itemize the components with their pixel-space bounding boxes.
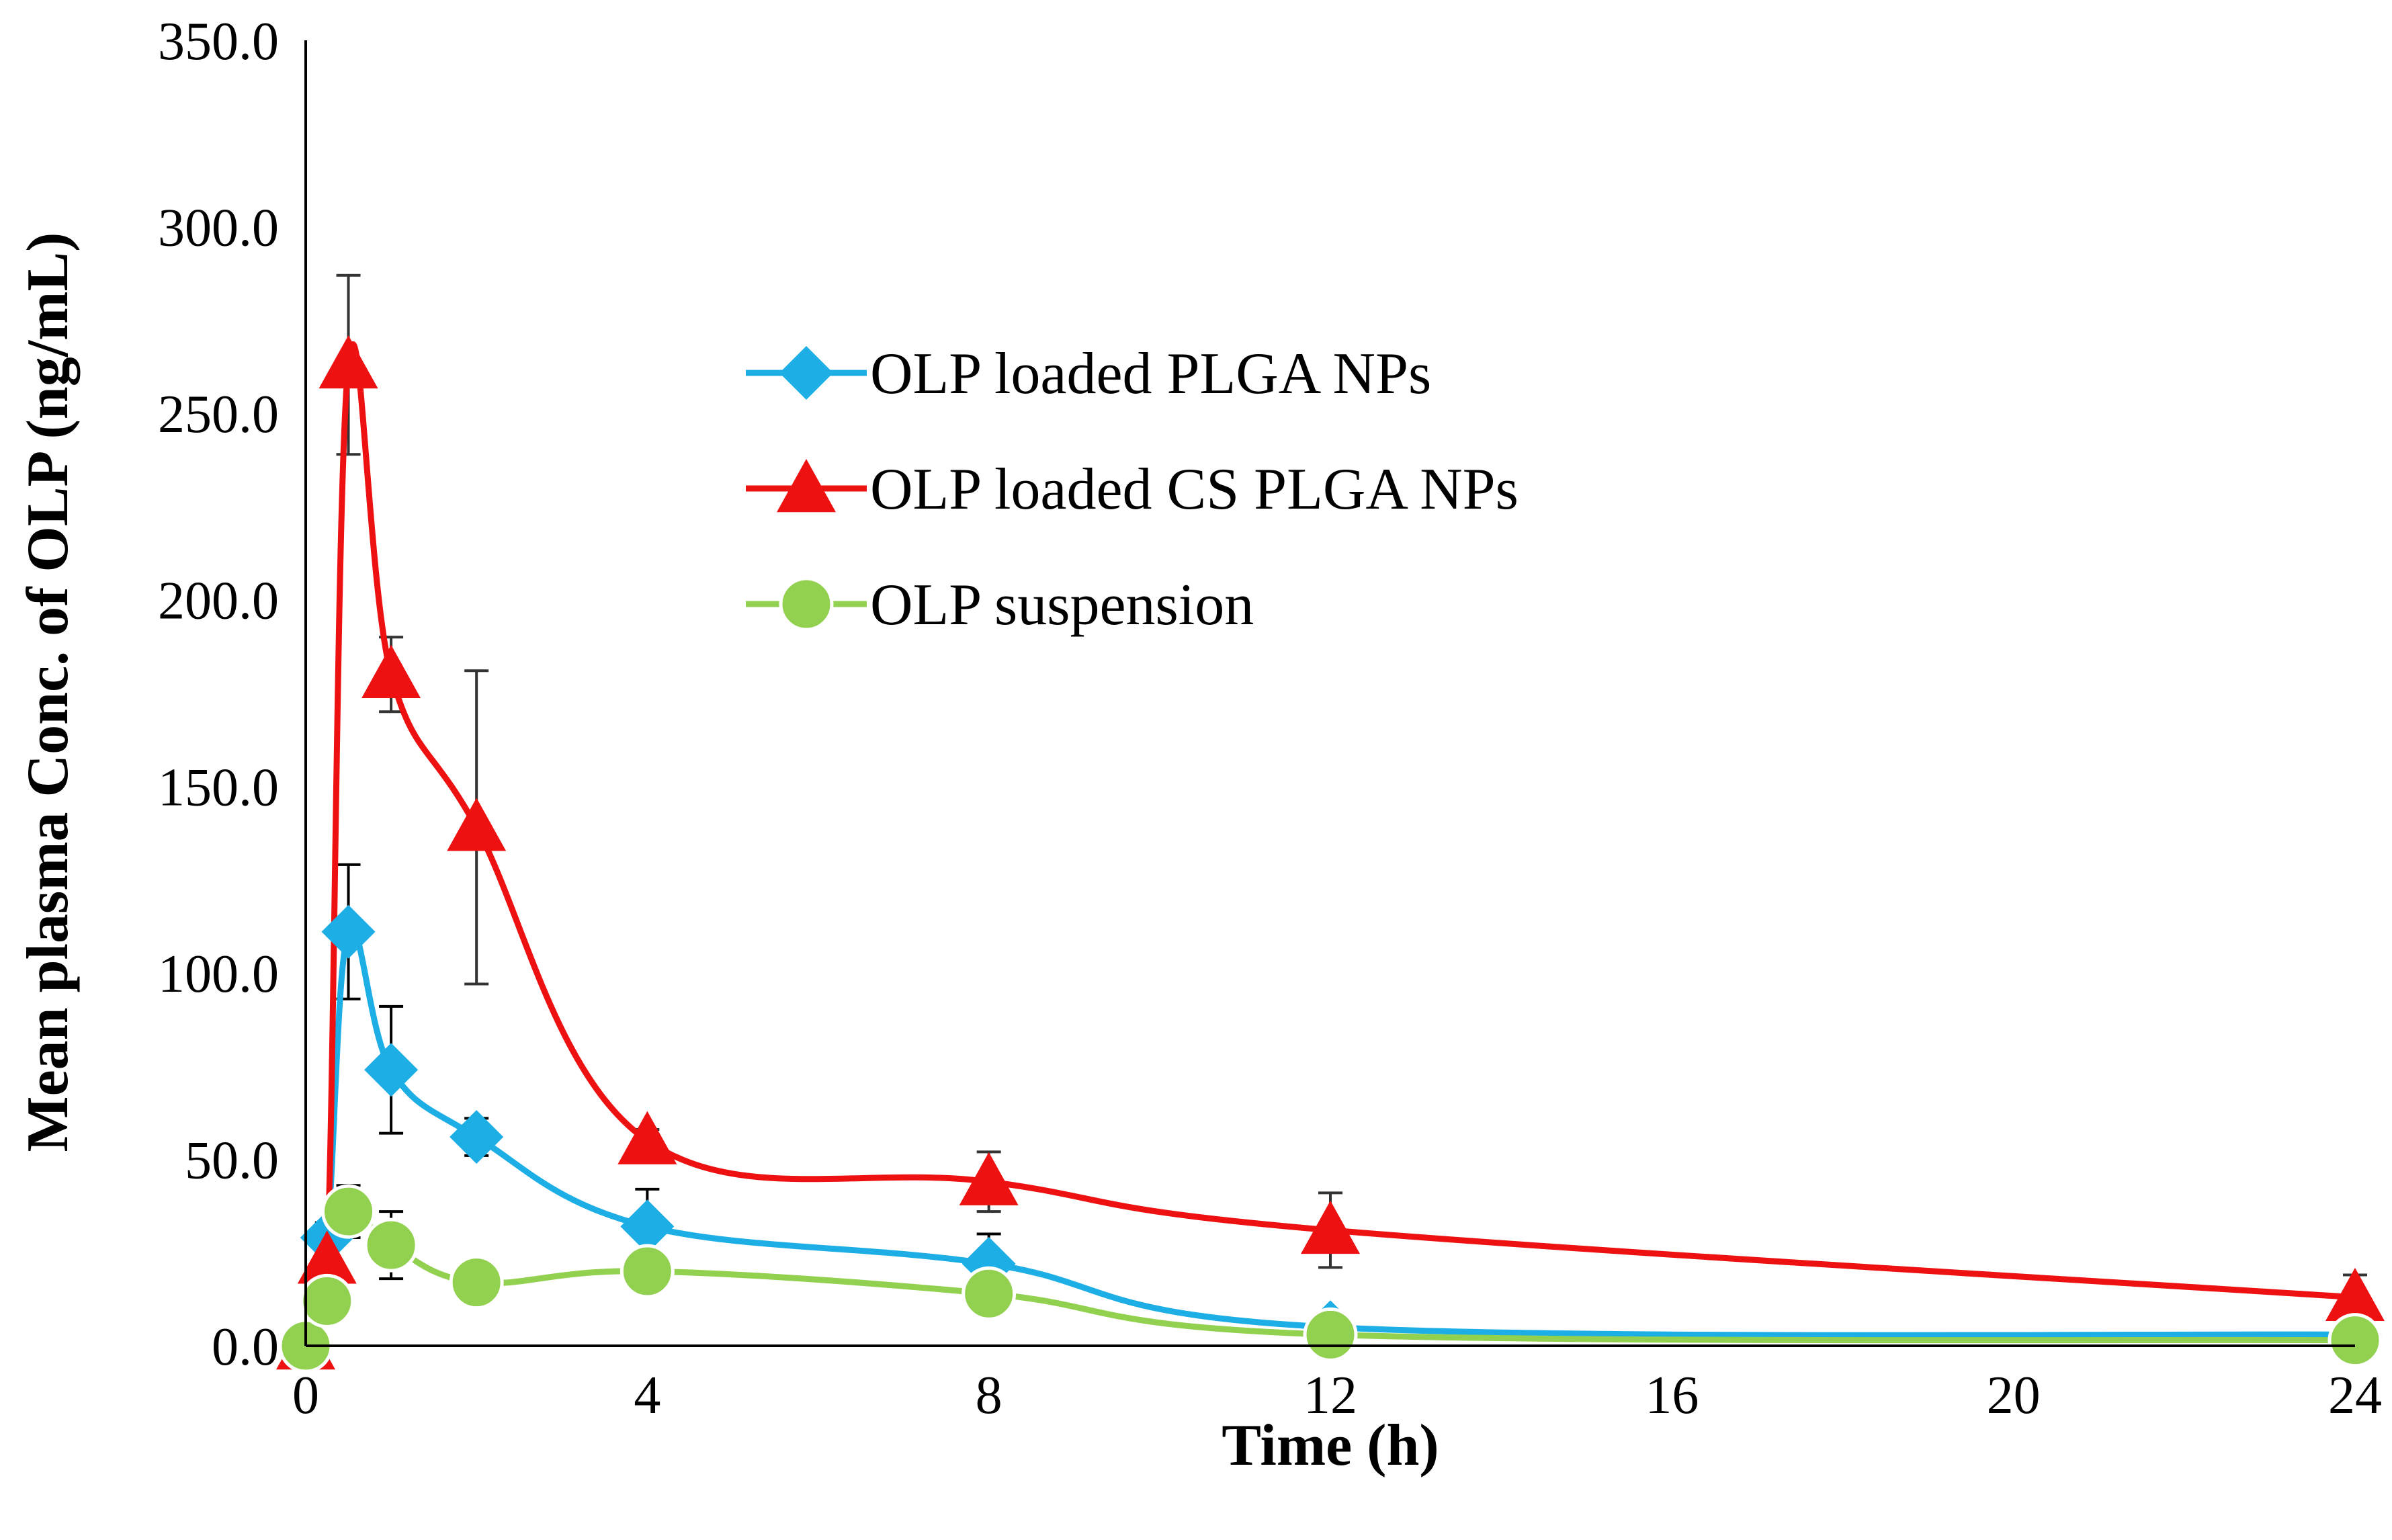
y-tick-labels: 0.0 50.0 100.0 150.0 200.0 250.0 300.0 350.0 [158, 12, 279, 1377]
data-point [620, 1244, 675, 1299]
y-tick-label: 150.0 [158, 758, 279, 817]
data-point [959, 1152, 1019, 1205]
y-tick-label: 50.0 [185, 1131, 279, 1190]
y-tick-label: 0.0 [212, 1318, 279, 1377]
legend-label: OLP loaded CS PLGA NPs [870, 457, 1519, 522]
data-point [1303, 1307, 1358, 1362]
y-axis-title: Mean plasma Conc. of OLP (ng/mL) [15, 232, 81, 1152]
data-point [617, 1111, 677, 1164]
data-point [450, 1110, 504, 1164]
data-point [620, 1199, 675, 1254]
data-point [297, 1230, 357, 1284]
data-point [2325, 1267, 2385, 1322]
legend-item: OLP suspension [746, 572, 1254, 638]
data-point [962, 1266, 1017, 1321]
legend-item: OLP loaded CS PLGA NPs [746, 457, 1519, 522]
data-point [318, 335, 378, 389]
x-axis-title: Time (h) [1222, 1413, 1439, 1478]
data-point [449, 1255, 504, 1310]
x-tick-label: 4 [634, 1366, 660, 1425]
x-tick-label: 20 [1987, 1366, 2041, 1425]
x-tick-label: 24 [2328, 1366, 2382, 1425]
legend-marker [777, 459, 836, 513]
data-point [300, 1273, 355, 1328]
data-point [364, 1217, 419, 1273]
data-point [364, 1043, 419, 1097]
legend: OLP loaded PLGA NPs OLP loaded CS PLGA NP… [746, 341, 1519, 638]
x-tick-label: 12 [1304, 1366, 1357, 1425]
data-point [2327, 1313, 2383, 1368]
y-tick-label: 250.0 [158, 385, 279, 444]
y-tick-label: 300.0 [158, 199, 279, 258]
legend-item: OLP loaded PLGA NPs [746, 341, 1431, 407]
x-tick-label: 8 [976, 1366, 1002, 1425]
legend-marker [779, 346, 833, 400]
x-tick-labels: 0 4 8 12 16 20 24 [292, 1366, 2382, 1425]
series-line-olp-loaded-plga-nps [302, 924, 2356, 1346]
legend-label: OLP loaded PLGA NPs [870, 341, 1431, 407]
data-point [321, 904, 376, 959]
x-tick-label: 0 [292, 1366, 319, 1425]
data-point [321, 1184, 376, 1239]
data-point [447, 798, 507, 851]
y-tick-label: 350.0 [158, 12, 279, 71]
axes [304, 40, 2355, 1347]
legend-label: OLP suspension [870, 572, 1254, 638]
data-point [1301, 1200, 1360, 1254]
legend-marker [779, 576, 834, 632]
y-tick-label: 100.0 [158, 945, 279, 1004]
x-tick-label: 16 [1645, 1366, 1699, 1425]
data-point [361, 644, 421, 698]
y-tick-label: 200.0 [158, 572, 279, 631]
